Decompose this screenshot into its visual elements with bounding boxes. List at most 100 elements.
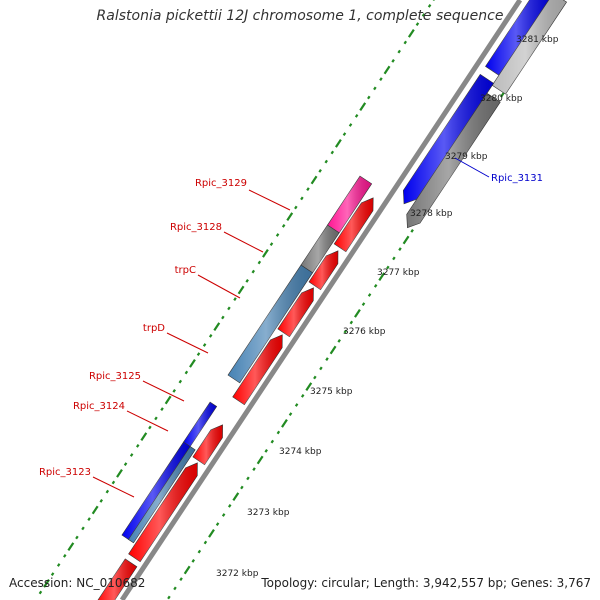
dot-mark bbox=[252, 467, 256, 472]
dot-mark bbox=[232, 492, 240, 502]
dot-mark bbox=[191, 558, 195, 563]
dot-mark bbox=[337, 338, 341, 343]
leader-line-rpic-3129 bbox=[248, 189, 291, 211]
dot-mark bbox=[359, 102, 367, 112]
leader-line-trpd bbox=[166, 332, 209, 354]
gene-rpic3131-blue-shading bbox=[403, 74, 494, 204]
dot-mark bbox=[294, 403, 299, 407]
dot-mark bbox=[286, 212, 294, 222]
gene-label-rpic-3128[interactable]: Rpic_3128 bbox=[170, 222, 222, 233]
dot-mark bbox=[325, 357, 329, 362]
gene-gray-2-shading bbox=[406, 93, 501, 228]
dot-mark bbox=[111, 480, 116, 485]
dot-mark bbox=[348, 123, 353, 127]
tick-label: 3279 kbp bbox=[445, 152, 488, 162]
dot-mark bbox=[324, 159, 328, 164]
dot-mark bbox=[140, 432, 148, 442]
dot-mark bbox=[392, 256, 396, 261]
dot-mark bbox=[318, 168, 322, 173]
dot-mark bbox=[215, 522, 220, 527]
dot-mark bbox=[251, 269, 256, 274]
dot-mark bbox=[227, 503, 232, 508]
dot-mark bbox=[172, 388, 176, 393]
gene-red-6-shading bbox=[128, 462, 198, 562]
gene-top-blue-1-shading bbox=[485, 0, 549, 76]
dot-mark bbox=[275, 233, 280, 237]
tick-label: 3274 kbp bbox=[279, 447, 322, 457]
dot-mark bbox=[415, 22, 420, 27]
tick-label: 3281 kbp bbox=[516, 35, 559, 45]
dot-mark bbox=[334, 138, 342, 148]
dot-mark bbox=[270, 439, 275, 444]
dot-mark bbox=[99, 498, 103, 503]
tick-label: 3273 kbp bbox=[247, 508, 290, 518]
accession-text: Accession: NC_010682 bbox=[9, 576, 146, 590]
gene-label-rpic-3123[interactable]: Rpic_3123 bbox=[39, 467, 91, 478]
dot-mark bbox=[342, 132, 347, 137]
gene-label-trpc[interactable]: trpC bbox=[175, 265, 196, 276]
dot-mark bbox=[227, 306, 231, 311]
dot-mark bbox=[319, 366, 323, 371]
gene-label-rpic-3129[interactable]: Rpic_3129 bbox=[195, 178, 247, 189]
dot-mark bbox=[386, 265, 390, 270]
map-title: Ralstonia pickettii 12J chromosome 1, co… bbox=[96, 8, 504, 24]
gene-label-trpd[interactable]: trpD bbox=[143, 323, 165, 334]
dot-mark bbox=[197, 549, 202, 554]
dot-mark bbox=[43, 578, 50, 588]
dot-mark bbox=[183, 565, 191, 575]
dot-mark bbox=[300, 196, 304, 201]
gene-top-gray-1-shading bbox=[492, 0, 567, 95]
dot-mark bbox=[294, 205, 298, 210]
dot-mark bbox=[354, 113, 359, 118]
dot-mark bbox=[407, 28, 415, 38]
dot-mark bbox=[330, 150, 335, 155]
dot-mark bbox=[378, 272, 386, 282]
gene-red-3-shading bbox=[277, 287, 314, 337]
dot-mark bbox=[281, 418, 288, 428]
dot-mark bbox=[237, 285, 245, 295]
dot-mark bbox=[129, 453, 134, 457]
dot-mark bbox=[257, 260, 262, 265]
dot-mark bbox=[208, 528, 215, 538]
dot-mark bbox=[329, 345, 337, 355]
dot-mark bbox=[373, 86, 377, 91]
dot-mark bbox=[300, 393, 305, 398]
tick-label: 3280 kbp bbox=[480, 94, 523, 104]
gene-rpic3129-pink-shading bbox=[327, 176, 372, 233]
gene-label-rpic-3131[interactable]: Rpic_3131 bbox=[491, 173, 543, 184]
gene-red-5-shading bbox=[192, 424, 223, 465]
dot-mark bbox=[269, 242, 274, 247]
dot-mark bbox=[148, 425, 152, 430]
dot-mark bbox=[178, 379, 183, 384]
dot-mark bbox=[367, 95, 371, 100]
dot-mark bbox=[179, 577, 183, 582]
dot-mark bbox=[397, 49, 401, 54]
dot-mark bbox=[184, 370, 189, 375]
dot-mark bbox=[398, 247, 402, 252]
dot-mark bbox=[281, 223, 286, 228]
gene-red-2-shading bbox=[309, 250, 338, 290]
gene-label-rpic-3124[interactable]: Rpic_3124 bbox=[73, 401, 125, 412]
dot-mark bbox=[313, 375, 317, 380]
dot-mark bbox=[221, 315, 225, 320]
gene-label-rpic-3125[interactable]: Rpic_3125 bbox=[89, 371, 141, 382]
leader-line-trpc bbox=[197, 274, 241, 299]
dot-mark bbox=[81, 526, 85, 531]
dot-mark bbox=[410, 228, 414, 233]
dot-mark bbox=[67, 542, 75, 552]
topology-text: Topology: circular; Length: 3,942,557 bp… bbox=[261, 576, 591, 590]
dot-mark bbox=[427, 3, 432, 8]
gene-red-7-shading bbox=[97, 558, 137, 600]
dot-mark bbox=[240, 485, 244, 490]
tick-label: 3272 kbp bbox=[216, 569, 259, 579]
backbone-line bbox=[119, 0, 523, 600]
gene-rpic3128-gray-shading bbox=[301, 225, 340, 273]
dot-mark bbox=[105, 489, 110, 494]
dot-mark bbox=[367, 293, 372, 297]
dot-mark bbox=[91, 505, 99, 515]
gene-red-1-shading bbox=[334, 197, 374, 252]
dot-mark bbox=[189, 358, 196, 368]
gene-rpic3123-steel-shading bbox=[128, 446, 196, 543]
dot-mark bbox=[116, 468, 123, 478]
